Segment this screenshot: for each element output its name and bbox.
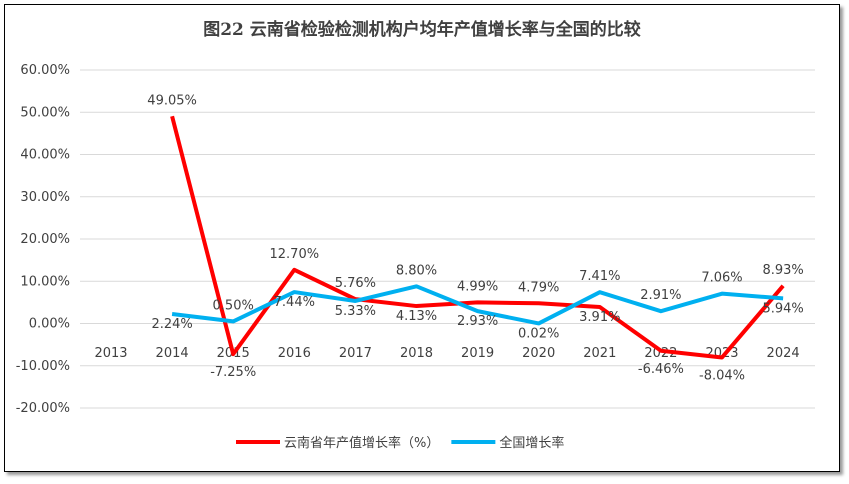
chart-title: 图22 云南省检验检测机构户均年产值增长率与全国的比较 — [203, 19, 641, 40]
y-tick-label: -10.00% — [16, 359, 70, 374]
data-label: 7.41% — [579, 269, 620, 284]
data-label: 2.93% — [457, 314, 498, 329]
x-tick-label: 2019 — [461, 346, 494, 361]
data-label: -8.04% — [699, 368, 745, 383]
x-tick-label: 2014 — [156, 346, 189, 361]
data-label: 49.05% — [147, 93, 197, 108]
data-label: 5.94% — [762, 301, 803, 316]
data-label: 8.80% — [396, 263, 437, 278]
data-label: 7.44% — [274, 295, 315, 310]
y-tick-label: -20.00% — [16, 401, 70, 416]
data-label: 2.24% — [151, 317, 192, 332]
x-tick-label: 2017 — [339, 346, 372, 361]
data-label: 12.70% — [270, 247, 320, 262]
chart-frame — [4, 4, 840, 472]
x-tick-label: 2020 — [522, 346, 555, 361]
data-label: 0.02% — [518, 326, 559, 341]
y-tick-label: 50.00% — [20, 105, 70, 120]
data-label: 5.76% — [335, 276, 376, 291]
y-tick-label: 60.00% — [20, 63, 70, 78]
x-tick-label: 2024 — [767, 346, 800, 361]
legend-label: 云南省年产值增长率（%） — [284, 435, 439, 451]
y-tick-label: 20.00% — [20, 232, 70, 247]
data-label: 4.13% — [396, 309, 437, 324]
data-label: 5.33% — [335, 304, 376, 319]
data-label: 7.06% — [701, 271, 742, 286]
data-label: 4.79% — [518, 280, 559, 295]
x-tick-label: 2016 — [278, 346, 311, 361]
data-label: 8.93% — [762, 263, 803, 278]
legend-label: 全国增长率 — [499, 435, 564, 451]
x-tick-label: 2018 — [400, 346, 433, 361]
data-label: 0.50% — [213, 298, 254, 313]
x-tick-label: 2013 — [94, 346, 127, 361]
data-label: 3.91% — [579, 310, 620, 325]
y-tick-label: 10.00% — [20, 274, 70, 289]
y-tick-label: 0.00% — [29, 317, 70, 332]
y-tick-label: 30.00% — [20, 190, 70, 205]
x-tick-label: 2021 — [583, 346, 616, 361]
y-tick-label: 40.00% — [20, 148, 70, 163]
data-label: 2.91% — [640, 288, 681, 303]
data-label: -6.46% — [638, 362, 684, 377]
data-label: -7.25% — [210, 365, 256, 380]
data-label: 4.99% — [457, 279, 498, 294]
